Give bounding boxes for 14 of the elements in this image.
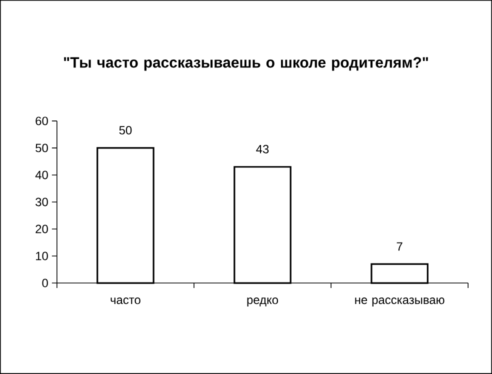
- y-tick-label: 20: [36, 224, 48, 234]
- y-tick-label: 60: [36, 116, 48, 126]
- x-tick-label: часто: [110, 298, 140, 304]
- y-tick-label: 30: [36, 198, 48, 206]
- data-label: 7: [396, 242, 402, 251]
- y-tick-label: 0: [42, 278, 48, 288]
- y-tick-label: 40: [35, 170, 48, 180]
- y-tick-label: 50: [36, 144, 48, 152]
- x-tick-label: не рассказываю: [355, 298, 444, 306]
- data-label: 50: [119, 126, 132, 134]
- data-label: 43: [256, 144, 269, 154]
- x-tick-label: редко: [247, 298, 278, 306]
- chart-title: "Ты часто рассказываешь о школе родителям?": [64, 57, 428, 71]
- y-tick-label: 10: [36, 252, 48, 260]
